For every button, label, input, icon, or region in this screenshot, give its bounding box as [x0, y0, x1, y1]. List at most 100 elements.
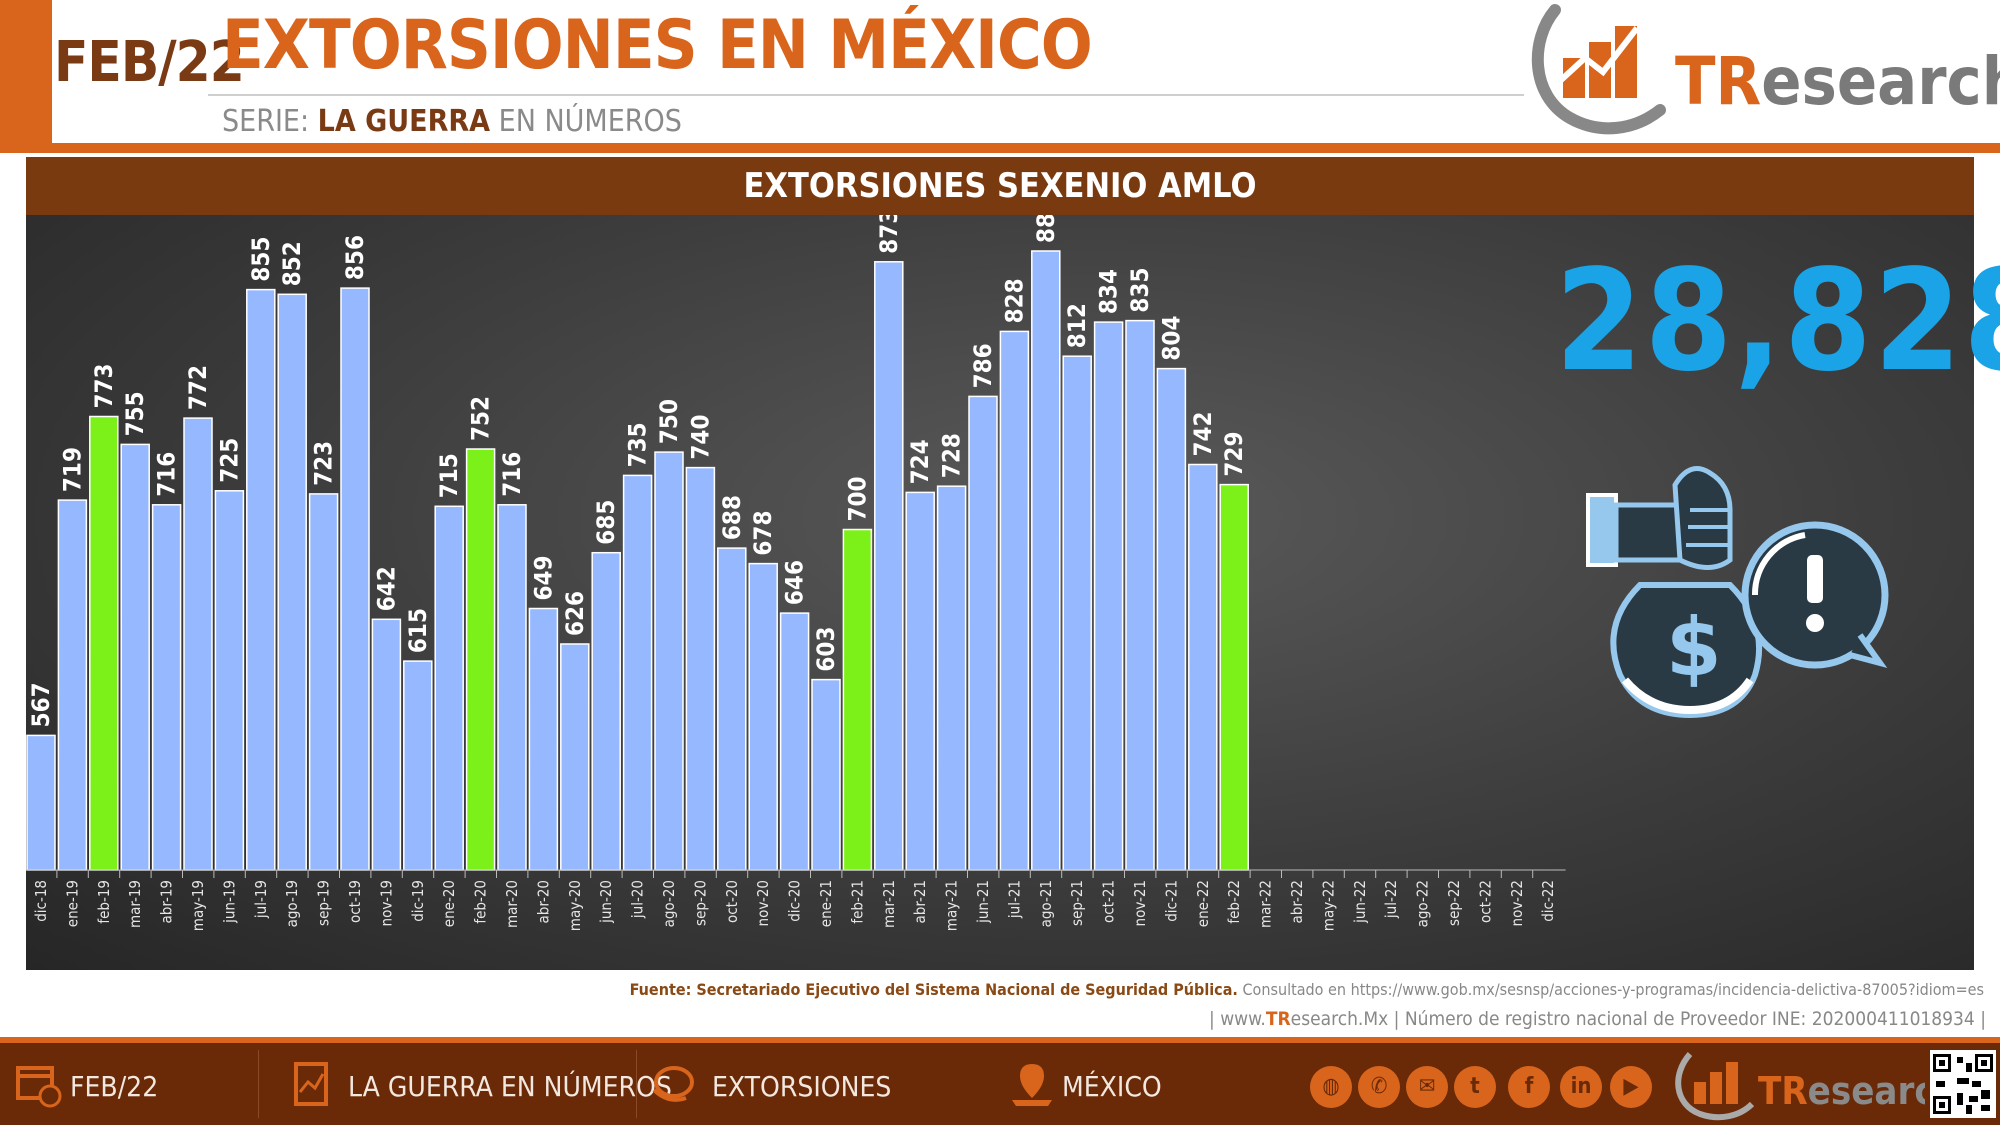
bar-ago-19 [277, 293, 307, 871]
mail-icon[interactable]: ✉ [1406, 1066, 1448, 1108]
x-tick-label-may-21: may-21 [943, 880, 961, 931]
source-consulted[interactable]: Consultado en https://www.gob.mx/sesnsp/… [1237, 980, 1984, 999]
x-tick-label-sep-19: sep-19 [315, 880, 333, 926]
bar-sep-21 [1062, 355, 1092, 871]
source-main: Fuente: Secretariado Ejecutivo del Siste… [629, 980, 1238, 999]
x-tick-label-mar-22: mar-22 [1257, 880, 1275, 928]
bar-sep-20 [685, 466, 716, 871]
footer-logo[interactable]: TResearch [1670, 1046, 1959, 1126]
bar-ago-20 [654, 451, 684, 871]
x-tick-label-oct-21: oct-21 [1100, 880, 1118, 923]
bar-feb-21 [842, 528, 873, 871]
web-icon[interactable]: ◍ [1310, 1066, 1352, 1108]
x-tick-label-dic-21: dic-21 [1162, 880, 1180, 922]
data-label-feb-20: 752 [467, 396, 495, 441]
bar-feb-19 [89, 415, 119, 871]
data-label-nov-19: 642 [372, 566, 400, 611]
footer-topic: EXTORSIONES [712, 1070, 892, 1103]
x-tick-label-sep-22: sep-22 [1445, 880, 1463, 926]
x-tick-label-jul-20: jul-20 [629, 880, 647, 919]
qr-code-icon [1930, 1051, 1996, 1117]
footer-rule [0, 1037, 2000, 1043]
bar-oct-21 [1093, 321, 1124, 871]
header-accent-bar [0, 0, 52, 150]
bar-dic-19 [403, 660, 433, 871]
x-tick-label-ago-21: ago-21 [1037, 880, 1055, 927]
registry-post: esearch.Mx | Número de registro nacional… [1290, 1008, 1986, 1030]
x-tick-label-nov-20: nov-20 [754, 880, 772, 926]
x-tick-label-dic-18: dic-18 [32, 880, 50, 922]
x-tick-label-ene-20: ene-20 [440, 880, 458, 927]
bar-nov-20 [748, 562, 778, 871]
bar-dic-20 [779, 612, 810, 871]
registry-tr: TR [1265, 1008, 1291, 1030]
youtube-icon[interactable]: ▶ [1610, 1066, 1652, 1108]
x-tick-label-ene-21: ene-21 [817, 880, 835, 927]
phone-icon[interactable]: ✆ [1358, 1066, 1400, 1108]
date-tag: FEB/22 [54, 30, 245, 95]
twitter-icon[interactable]: t [1454, 1066, 1496, 1108]
x-tick-label-ene-22: ene-22 [1194, 880, 1212, 927]
x-tick-label-mar-19: mar-19 [126, 880, 144, 928]
x-tick-label-jul-22: jul-22 [1382, 880, 1400, 919]
x-tick-label-abr-21: abr-21 [911, 880, 929, 923]
x-tick-label-mar-21: mar-21 [880, 880, 898, 928]
data-label-mar-21: 873 [875, 215, 903, 254]
footer-bar [0, 1043, 2000, 1125]
data-label-dic-19: 615 [404, 608, 432, 653]
data-label-ene-20: 715 [435, 453, 463, 498]
bar-ene-20 [434, 505, 464, 871]
series-subtitle: SERIE: LA GUERRA EN NÚMEROS [222, 104, 682, 139]
header-orange-band [0, 143, 2000, 153]
svg-text:TResearch: TResearch [1758, 1069, 1925, 1113]
data-label-nov-21: 835 [1126, 268, 1154, 313]
x-tick-label-nov-19: nov-19 [377, 880, 395, 926]
linkedin-icon[interactable]: in [1560, 1066, 1602, 1108]
footer-series: LA GUERRA EN NÚMEROS [348, 1070, 672, 1103]
bar-jul-21 [999, 330, 1030, 871]
data-label-jun-21: 786 [969, 343, 997, 388]
data-label-jul-21: 828 [1000, 278, 1028, 323]
footer-separator [258, 1050, 259, 1118]
bar-abr-20 [528, 607, 559, 871]
data-label-sep-20: 740 [686, 415, 714, 460]
x-tick-label-feb-19: feb-19 [95, 880, 113, 924]
x-tick-label-jun-22: jun-22 [1351, 880, 1369, 924]
data-label-ene-19: 719 [58, 447, 86, 492]
x-tick-label-oct-22: oct-22 [1476, 880, 1494, 923]
x-tick-label-jun-19: jun-19 [220, 880, 238, 924]
bar-ene-22 [1188, 463, 1218, 871]
x-tick-label-mar-20: mar-20 [503, 880, 521, 928]
data-label-feb-19: 773 [90, 363, 118, 408]
x-tick-label-nov-21: nov-21 [1131, 880, 1149, 926]
bar-ago-21 [1031, 250, 1061, 871]
data-label-dic-18: 567 [27, 682, 55, 727]
x-tick-label-sep-21: sep-21 [1068, 880, 1086, 926]
data-label-oct-19: 856 [341, 235, 369, 280]
bar-oct-19 [340, 287, 370, 871]
data-label-jul-20: 735 [624, 422, 652, 467]
data-label-sep-21: 812 [1063, 303, 1091, 348]
tresearch-logo[interactable]: TResearch [1525, 0, 2000, 140]
bar-jul-20 [622, 474, 653, 871]
qr-code[interactable] [1930, 1050, 1996, 1118]
data-label-abr-21: 724 [906, 439, 934, 484]
x-tick-label-jun-20: jun-20 [597, 880, 615, 924]
x-tick-label-ago-19: ago-19 [283, 880, 301, 927]
facebook-icon[interactable]: f [1508, 1066, 1550, 1108]
x-tick-label-oct-19: oct-19 [346, 880, 364, 923]
source-citation: Fuente: Secretariado Ejecutivo del Siste… [630, 980, 1984, 999]
svg-text:TResearch: TResearch [1675, 43, 2000, 120]
data-label-ene-22: 742 [1189, 411, 1217, 456]
data-label-jun-20: 685 [592, 500, 620, 545]
data-label-jul-19: 855 [247, 237, 275, 282]
logo-rest: esearch [1761, 43, 2000, 120]
x-tick-label-dic-22: dic-22 [1539, 880, 1557, 922]
bar-nov-21 [1125, 319, 1155, 871]
data-label-may-19: 772 [184, 365, 212, 410]
money-bag-alert-icon: $ [1580, 465, 1900, 729]
bar-may-21 [936, 485, 967, 871]
bar-mar-20 [497, 504, 527, 871]
bar-jun-21 [968, 395, 998, 871]
x-tick-label-may-19: may-19 [189, 880, 207, 931]
